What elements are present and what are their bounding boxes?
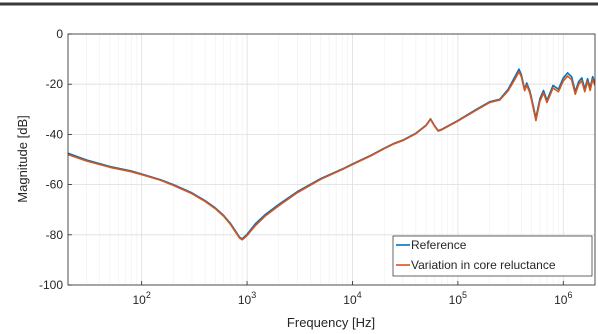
x-axis-label: Frequency [Hz] — [287, 315, 375, 330]
x-tick-label: 103 — [238, 290, 256, 307]
x-tick-label: 106 — [554, 290, 572, 307]
x-tick-label: 102 — [132, 290, 150, 307]
series-core-reluctance-line — [68, 70, 595, 241]
x-axis: 102 103 104 105 106 — [132, 281, 572, 307]
series-layer — [68, 68, 595, 241]
y-tick-label: -100 — [39, 278, 63, 292]
y-tick-label: -20 — [46, 77, 64, 91]
plot-box — [67, 33, 596, 286]
legend: Reference Variation in core reluctance — [392, 235, 593, 277]
x-tick-label: 105 — [449, 290, 467, 307]
y-tick-label: -80 — [46, 228, 64, 242]
x-tick-label: 104 — [343, 290, 361, 307]
y-tick-label: 0 — [56, 27, 63, 41]
legend-box — [392, 235, 593, 277]
y-tick-label: -40 — [46, 127, 64, 141]
y-axis: 0 -20 -40 -60 -80 -100 — [39, 27, 72, 292]
legend-label-reference: Reference — [411, 238, 467, 252]
y-axis-label: Magnitude [dB] — [15, 115, 30, 202]
legend-label-core-reluctance: Variation in core reluctance — [411, 258, 556, 272]
y-tick-label: -60 — [46, 178, 64, 192]
